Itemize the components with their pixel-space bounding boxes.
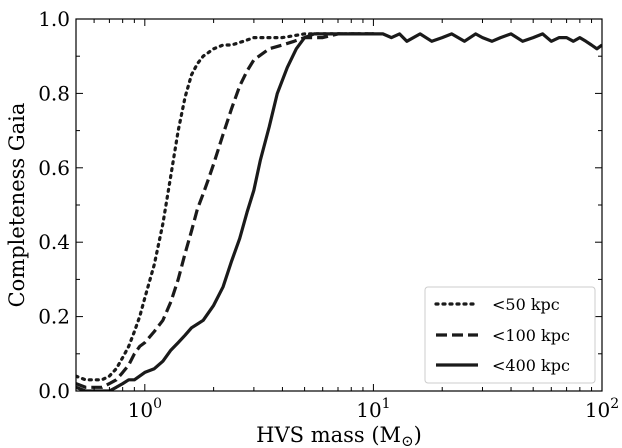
legend: <50 kpc <100 kpc <400 kpc xyxy=(424,286,596,384)
ticks-layer xyxy=(76,18,603,392)
series-layer xyxy=(76,32,602,391)
legend-label-100kpc: <100 kpc xyxy=(492,326,570,345)
series-line-1 xyxy=(76,32,374,389)
x-tick-label: 102 xyxy=(585,396,619,422)
y-tick-label: 0.8 xyxy=(38,81,70,105)
series-line-0 xyxy=(76,32,375,382)
x-axis-title-main: HVS mass (M xyxy=(256,423,401,447)
x-axis-title-close: ) xyxy=(414,423,422,447)
x-axis-title-sub: ⊙ xyxy=(401,432,414,448)
y-tick-label: 0.0 xyxy=(38,379,70,403)
legend-label-400kpc: <400 kpc xyxy=(492,356,570,375)
y-tick-label: 0.6 xyxy=(38,156,70,180)
x-tick-label: 100 xyxy=(128,396,162,422)
y-tick-label: 0.4 xyxy=(38,230,70,254)
legend-box xyxy=(424,286,596,384)
y-axis-title: Completeness Gaia xyxy=(5,103,29,308)
legend-label-50kpc: <50 kpc xyxy=(492,295,560,314)
tick-labels-layer: 100 101 102 0.0 0.2 0.4 0.6 0.8 1.0 xyxy=(38,7,619,422)
y-tick-label: 1.0 xyxy=(38,7,70,31)
y-tick-label: 0.2 xyxy=(38,305,70,329)
x-tick-label: 101 xyxy=(356,396,390,422)
series-line-2 xyxy=(76,32,602,391)
x-axis-title: HVS mass (M⊙) xyxy=(256,423,422,448)
